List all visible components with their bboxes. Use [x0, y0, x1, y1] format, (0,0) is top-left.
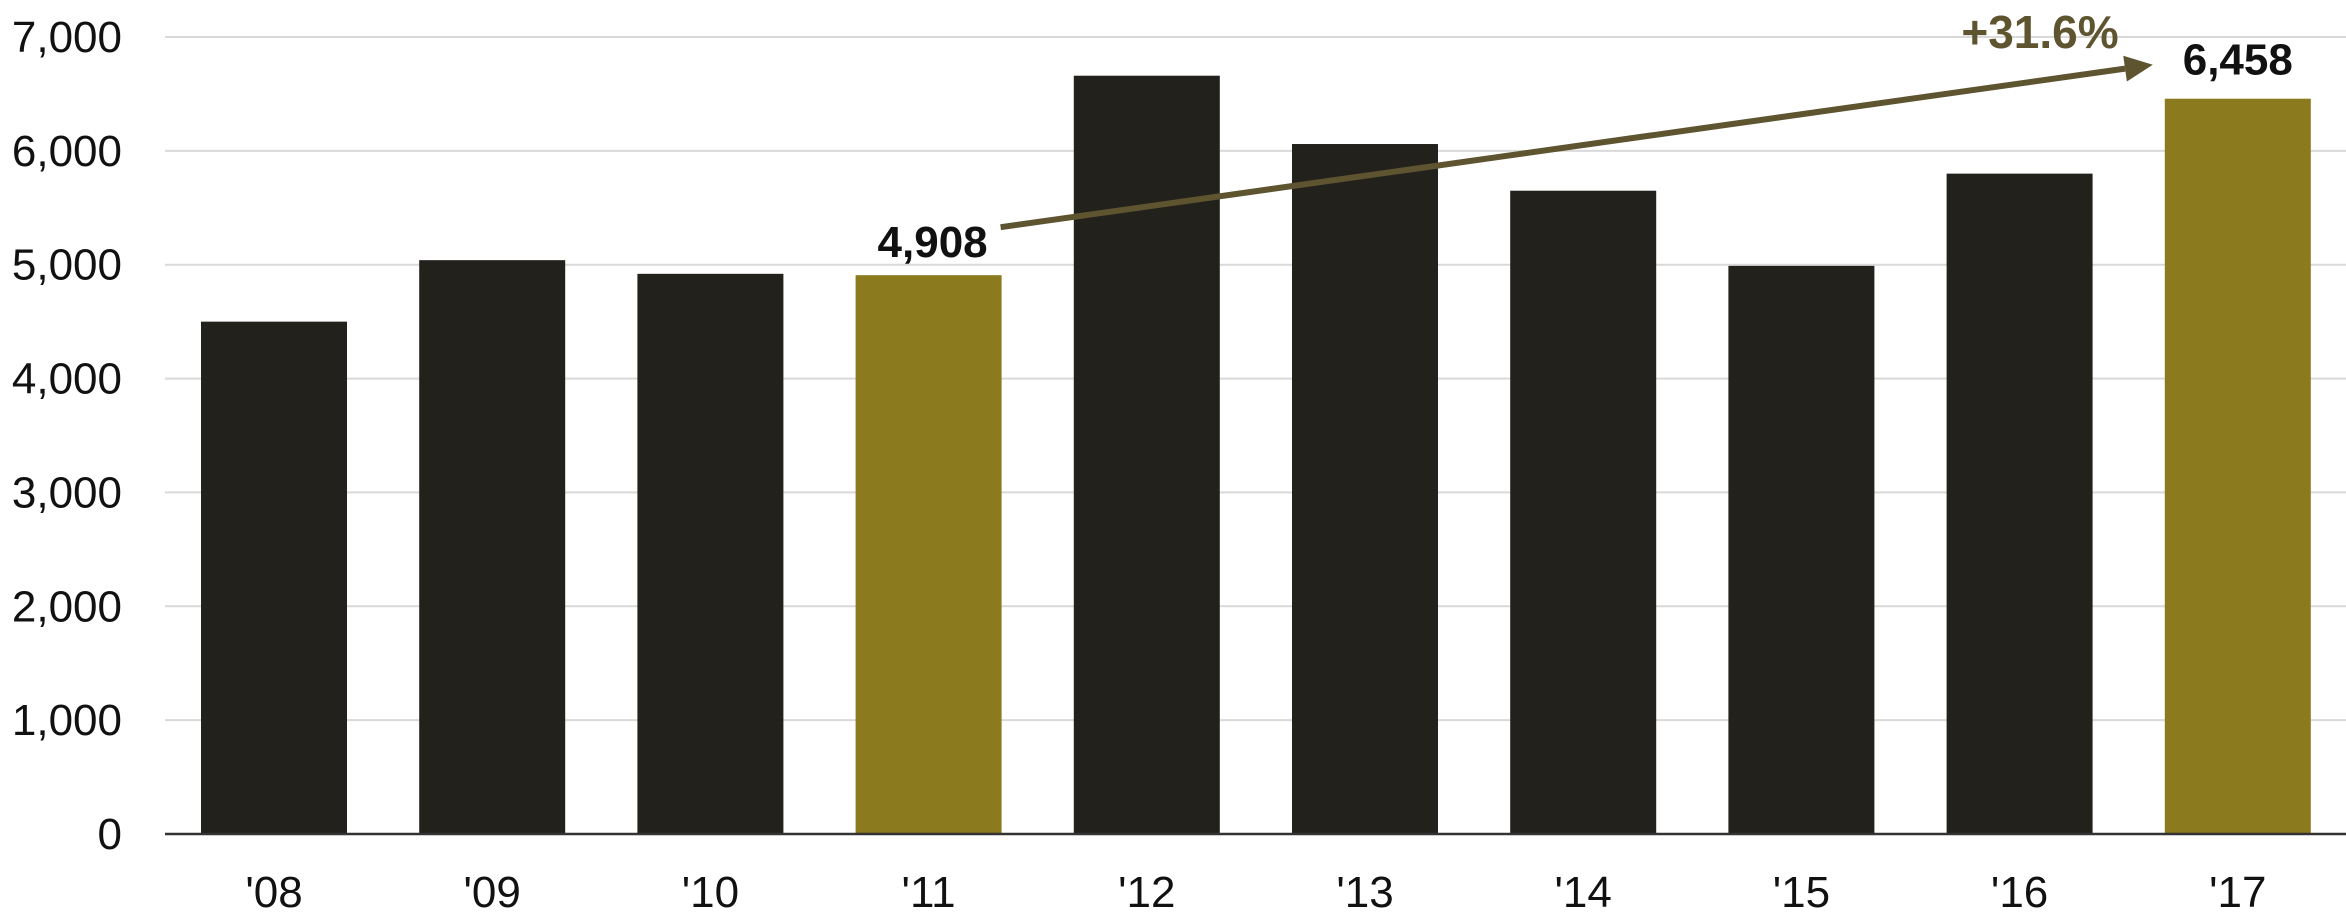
y-tick-label: 0 — [98, 810, 122, 859]
x-tick-label: '11 — [902, 868, 956, 916]
x-tick-label: '14 — [1555, 868, 1612, 916]
bar-17 — [2164, 98, 2311, 834]
axes: 0 1,000 2,000 3,000 4,000 5,000 6,000 7,000 '08 '… — [12, 13, 2346, 917]
bar-13 — [1292, 144, 1438, 835]
x-tick-label: '08 — [245, 868, 302, 916]
growth-arrow-line — [1000, 65, 2126, 231]
y-tick-label: 4,000 — [12, 355, 122, 404]
bar-09 — [419, 260, 566, 834]
bars — [201, 75, 2311, 835]
y-tick-label: 6,000 — [12, 127, 122, 176]
y-tick-label: 3,000 — [12, 468, 122, 517]
x-tick-label: '15 — [1773, 868, 1830, 916]
bar-11 — [855, 275, 1002, 834]
bar-10 — [637, 273, 784, 834]
y-tick-label: 1,000 — [12, 696, 122, 745]
bar-12 — [1073, 75, 1220, 834]
x-tick-label: '12 — [1118, 868, 1175, 916]
growth-arrow-head — [2123, 55, 2153, 82]
x-tick-label: '10 — [682, 868, 739, 916]
y-tick-label: 5,000 — [12, 241, 122, 290]
bar-14 — [1510, 190, 1657, 834]
x-tick-label: '16 — [1991, 868, 2048, 916]
bar-16 — [1946, 173, 2093, 835]
bar-15 — [1728, 265, 1875, 834]
x-tick-label: '13 — [1336, 868, 1393, 916]
x-tick-label: '09 — [464, 868, 521, 916]
y-tick-label: 7,000 — [12, 13, 122, 62]
bar-08 — [201, 321, 347, 835]
data-label: 6,458 — [2183, 36, 2293, 85]
growth-percent-label: +31.6% — [1961, 6, 2118, 58]
x-tick-label: '17 — [2209, 868, 2266, 916]
data-label: 4,908 — [878, 218, 988, 267]
y-tick-label: 2,000 — [12, 582, 122, 631]
annotations: 4,908 6,458 +31.6% — [878, 6, 2293, 267]
